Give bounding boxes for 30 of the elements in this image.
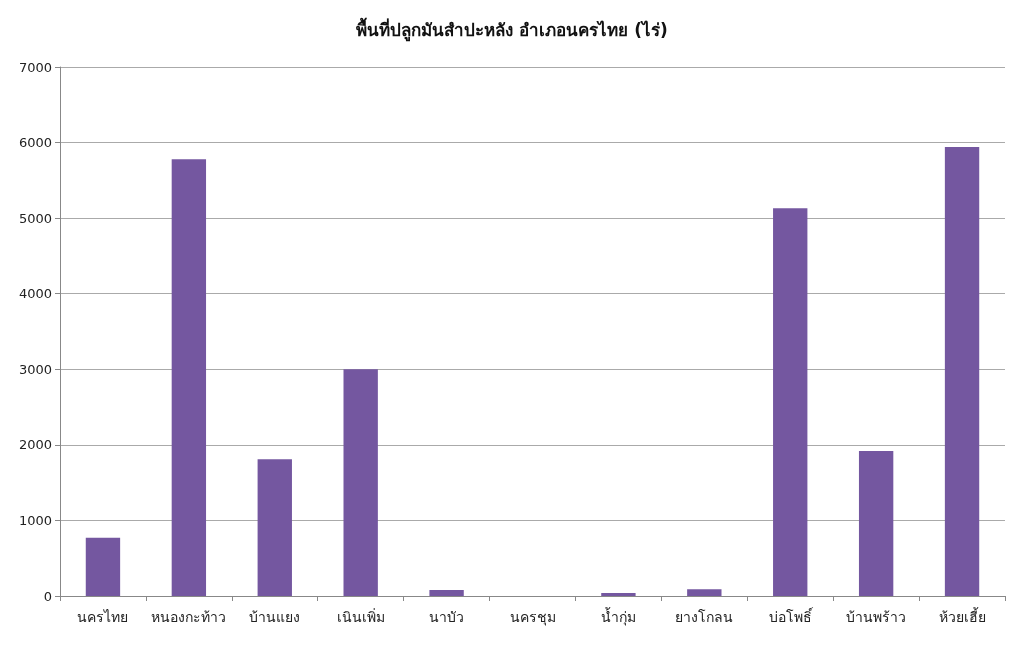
x-tick-label: ห้วยเฮี้ย xyxy=(938,607,986,625)
bar xyxy=(773,208,808,596)
x-tick-label: นครชุม xyxy=(509,609,556,626)
bar xyxy=(343,369,378,596)
y-tick-label: 5000 xyxy=(18,210,52,226)
bar xyxy=(687,589,722,596)
bar xyxy=(944,147,980,596)
x-tick-label: ยางโกลน xyxy=(675,609,734,625)
chart-title: พื้นที่ปลูกมันสำปะหลัง อำเภอนครไทย (ไร่) xyxy=(356,16,668,42)
bar xyxy=(858,450,894,596)
y-tick-label: 7000 xyxy=(18,59,52,75)
y-tick-label: 0 xyxy=(43,588,52,604)
bar xyxy=(429,589,464,596)
x-tick-label: บ้านพร้าว xyxy=(846,609,907,625)
x-tick-label: น้ำกุ่ม xyxy=(600,607,636,626)
x-tick-label: นครไทย xyxy=(77,609,129,625)
x-tick-label: บ้านแยง xyxy=(249,609,301,625)
y-tick-label: 4000 xyxy=(18,286,52,302)
y-tick-label: 6000 xyxy=(18,135,52,151)
x-tick-label: เนินเพิ่ม xyxy=(336,608,385,625)
y-tick-label: 1000 xyxy=(18,512,52,528)
bar xyxy=(85,537,121,596)
bar xyxy=(257,459,292,596)
x-tick-label: บ่อโพธิ์ xyxy=(768,607,814,625)
x-tick-label: หนองกะท้าว xyxy=(151,609,227,625)
bar xyxy=(171,159,207,596)
y-tick-label: 2000 xyxy=(18,437,52,453)
x-tick-label: นาบัว xyxy=(429,609,465,625)
y-tick-label: 3000 xyxy=(18,361,52,377)
bar xyxy=(601,592,636,596)
